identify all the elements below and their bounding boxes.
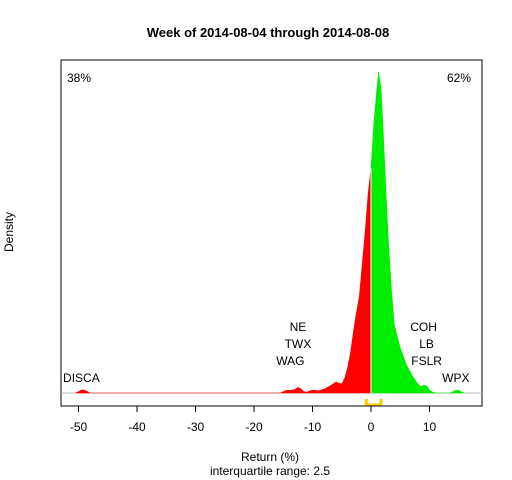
negative-density-area bbox=[75, 168, 372, 394]
y-axis-label: Density bbox=[2, 212, 16, 252]
x-tick-label: 0 bbox=[368, 420, 375, 434]
x-axis-ticks: -50 -40 -30 -20 -10 0 10 bbox=[70, 406, 437, 434]
chart-title: Week of 2014-08-04 through 2014-08-08 bbox=[147, 25, 390, 40]
x-tick-label: -20 bbox=[245, 420, 263, 434]
annotation-twx: TWX bbox=[285, 337, 312, 351]
annotation-lb: LB bbox=[419, 337, 434, 351]
iqr-caption: interquartile range: 2.5 bbox=[210, 464, 330, 478]
x-tick-label: -40 bbox=[128, 420, 146, 434]
annotation-fslr: FSLR bbox=[411, 354, 442, 368]
negative-percentage: 38% bbox=[67, 71, 91, 85]
x-axis-label: Return (%) bbox=[241, 450, 299, 464]
positive-percentage: 62% bbox=[447, 71, 471, 85]
x-tick-label: 10 bbox=[423, 420, 437, 434]
x-tick-label: -30 bbox=[187, 420, 205, 434]
plot-area: DISCA WAG TWX NE FSLR LB COH WPX bbox=[60, 59, 483, 407]
annotation-ne: NE bbox=[290, 320, 307, 334]
x-tick-label: -50 bbox=[70, 420, 88, 434]
annotation-wpx: WPX bbox=[442, 371, 469, 385]
annotation-wag: WAG bbox=[276, 354, 304, 368]
iqr-bracket bbox=[364, 399, 383, 407]
positive-density-area bbox=[370, 71, 465, 394]
x-tick-label: -10 bbox=[304, 420, 322, 434]
annotation-disca: DISCA bbox=[63, 371, 100, 385]
annotation-coh: COH bbox=[410, 320, 437, 334]
